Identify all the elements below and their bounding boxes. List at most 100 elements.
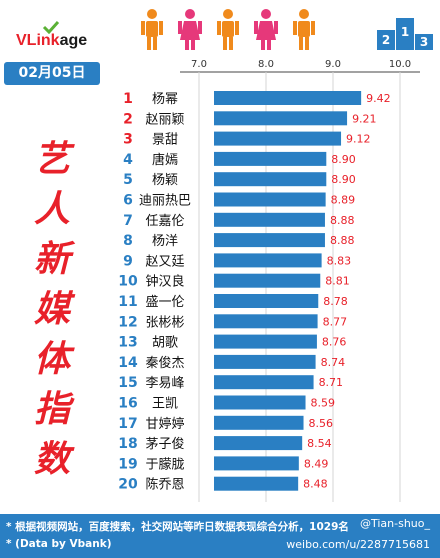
value-label: 8.74 (321, 356, 346, 369)
value-label: 8.90 (331, 173, 356, 186)
rank-label: 7 (123, 213, 133, 229)
side-title-char: 数 (33, 438, 70, 480)
rank-label: 15 (118, 375, 137, 391)
category-label: 杨颖 (152, 173, 178, 188)
side-title-char: 人 (33, 188, 70, 230)
x-tick-label: 9.0 (325, 59, 341, 70)
category-label: 钟汉良 (145, 274, 184, 290)
rank-label: 20 (118, 477, 138, 493)
rank-label: 10 (118, 274, 138, 290)
date-label: 02月05日 (4, 62, 100, 85)
bar (214, 192, 326, 207)
rank-label: 9 (123, 253, 133, 269)
rank-label: 4 (123, 152, 133, 168)
category-label: 茅子俊 (145, 437, 184, 452)
footer-banner: * 根据视频网站，百度搜索，社交网站等昨日数据表现综合分析，1029名 * (D… (0, 514, 440, 558)
x-tick-label: 8.0 (258, 59, 274, 70)
value-label: 8.56 (309, 417, 334, 430)
side-title: 艺 人 新 媒 体 指 数 (20, 134, 84, 480)
value-label: 8.59 (311, 397, 336, 410)
value-label: 8.88 (330, 234, 355, 247)
category-label: 胡歌 (152, 336, 178, 351)
category-label: 景甜 (152, 132, 178, 148)
value-label: 8.83 (327, 254, 352, 267)
category-label: 任嘉伦 (145, 214, 184, 229)
svg-text:3: 3 (420, 35, 428, 49)
category-label: 杨幂 (152, 92, 178, 107)
category-label: 甘婷婷 (145, 416, 184, 432)
rank-label: 11 (118, 294, 137, 310)
bar (214, 314, 318, 329)
side-title-char: 媒 (33, 288, 70, 330)
footer-note: * 根据视频网站，百度搜索，社交网站等昨日数据表现综合分析，1029名 (6, 521, 349, 533)
value-label: 8.78 (323, 295, 348, 308)
bar (214, 111, 348, 126)
rank-label: 12 (118, 314, 137, 330)
category-label: 王凯 (152, 397, 178, 412)
rank-label: 5 (123, 172, 133, 188)
bar (214, 436, 303, 451)
podium-icon: 2 1 3 (377, 18, 433, 50)
rank-label: 17 (118, 416, 137, 432)
bar (214, 415, 304, 430)
bar (214, 476, 299, 491)
rank-label: 14 (118, 355, 138, 371)
value-label: 8.54 (307, 437, 332, 450)
category-label: 杨洋 (152, 234, 178, 249)
x-tick-label: 10.0 (389, 59, 411, 70)
bar (214, 233, 325, 248)
rank-label: 3 (123, 132, 133, 148)
side-title-char: 体 (33, 338, 70, 380)
value-label: 9.42 (366, 92, 391, 105)
svg-text:2: 2 (382, 33, 390, 47)
value-label: 8.48 (303, 478, 328, 491)
people-icons (141, 9, 315, 50)
person-icon (178, 9, 202, 50)
side-title-char: 新 (33, 238, 70, 280)
category-label: 于朦胧 (145, 457, 184, 472)
x-tick-label: 7.0 (191, 59, 207, 70)
watermark-url: weibo.com/u/2287715681 (286, 538, 430, 551)
category-label: 秦俊杰 (145, 356, 184, 371)
ranking-chart: 7.0 8.0 9.0 10.0 1 杨幂 9.42 2 赵丽颖 9.21 3 景甜 9.12 4 唐嫣 8.… (118, 59, 420, 502)
person-icon (293, 9, 315, 50)
bar (214, 212, 325, 227)
bar (214, 273, 321, 288)
value-label: 8.88 (330, 214, 355, 227)
category-label: 张彬彬 (145, 315, 184, 330)
brand-name: VLinkage (16, 32, 88, 49)
category-label: 盛一伦 (145, 295, 184, 310)
value-label: 9.21 (352, 112, 377, 125)
category-label: 赵又廷 (145, 254, 184, 269)
value-label: 8.77 (323, 315, 348, 328)
category-label: 迪丽热巴 (139, 194, 191, 209)
value-label: 8.76 (322, 336, 347, 349)
person-icon (217, 9, 239, 50)
bar (214, 172, 327, 187)
side-title-char: 艺 (33, 138, 70, 180)
value-label: 8.90 (331, 153, 356, 166)
bar (214, 354, 316, 369)
value-label: 9.12 (346, 133, 371, 146)
value-label: 8.89 (331, 194, 356, 207)
person-icon (254, 9, 278, 50)
watermark-handle: @Tian-shuo_ (359, 517, 430, 530)
svg-text:1: 1 (401, 25, 409, 39)
rank-label: 6 (123, 193, 133, 209)
rank-label: 18 (118, 436, 137, 452)
rank-label: 1 (123, 91, 133, 107)
bar (214, 334, 317, 349)
side-title-char: 指 (33, 388, 70, 430)
footer-source: * (Data by Vbank) (6, 538, 112, 550)
brand-logo: VLinkage (8, 10, 128, 50)
rank-label: 19 (118, 456, 137, 472)
bar (214, 456, 299, 471)
bar (214, 294, 319, 308)
category-label: 赵丽颖 (145, 112, 184, 127)
value-label: 8.81 (325, 275, 350, 288)
person-icon (141, 9, 163, 50)
brand-logo-icon (42, 20, 60, 34)
bar (214, 91, 362, 105)
rank-label: 2 (123, 111, 133, 127)
rank-label: 13 (118, 335, 137, 351)
